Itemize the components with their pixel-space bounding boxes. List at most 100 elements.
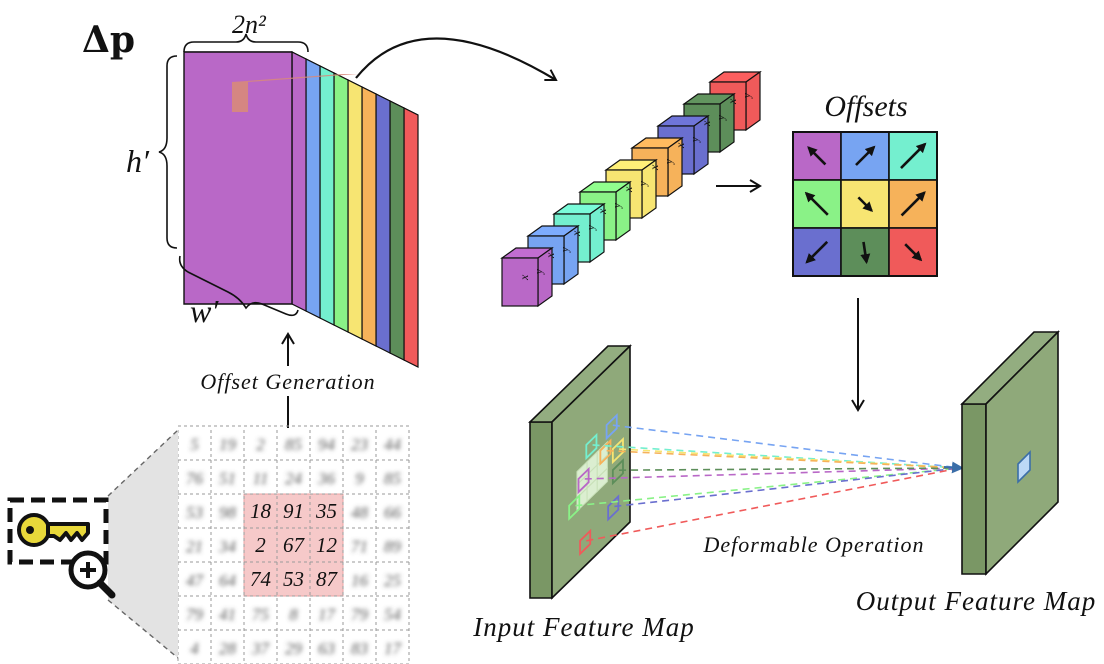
strip-x-label: x [569,230,583,237]
blurred-number: 89 [384,537,402,556]
tensor-slice-side [389,100,405,361]
blurred-number: 41 [219,605,236,624]
tensor-front-face [183,51,293,305]
channels-brace [183,33,309,53]
tensor-selected-cell [232,82,248,112]
deformable-operation-label: Deformable Operation [702,532,924,557]
blurred-number: 53 [186,503,203,522]
sampling-line [575,467,961,507]
offsets-grid [792,131,938,277]
blurred-number: 48 [351,503,369,522]
tensor-slice-side [347,79,363,340]
strip-x-label: x [621,186,635,193]
blurred-number: 8 [289,605,298,624]
highlighted-number: 87 [316,567,339,591]
sampling-line [606,449,961,469]
blurred-number: 66 [384,503,402,522]
strip-y-label: y [715,115,727,121]
blurred-number: 19 [219,435,237,454]
blurred-number: 9 [355,469,364,488]
strip-y-label: y [559,247,571,253]
highlighted-number: 91 [283,499,304,523]
blurred-number: 71 [351,537,368,556]
sampling-line [592,444,961,469]
blurred-number: 75 [252,605,269,624]
reshape-arrow [355,37,558,82]
deformed-sample-cell [605,413,618,441]
blurred-number: 28 [219,639,237,658]
blurred-number: 85 [285,435,302,454]
strip-y-label: y [741,93,753,99]
highlighted-number: 35 [315,499,337,523]
sampling-lines [575,424,964,542]
strip-x-label: x [699,120,713,127]
input-feature-map [528,344,632,600]
height-label: h′ [126,143,150,179]
tensor-selected-column-top [232,74,358,82]
blurred-number: 21 [186,537,203,556]
arrow-down-icon [860,241,871,265]
arrow-up-right-icon [855,145,876,166]
blurred-number: 47 [186,571,205,590]
strip-cell-side [745,70,761,132]
blurred-number: 94 [318,435,336,454]
strip-x-label: x [595,208,609,215]
blurred-number: 79 [186,605,204,624]
output-feature-map [960,330,1060,576]
highlighted-number: 12 [316,533,338,557]
tensor-slice-side [403,107,419,368]
delta-p-label: Δp [82,19,135,61]
zoom-projection [108,430,178,658]
blurred-number: 76 [186,469,204,488]
strip-x-label: x [543,252,557,259]
sampling-line [619,448,961,469]
sampling-line [619,467,961,471]
tensor-slice-side [305,58,321,319]
blurred-number: 24 [285,469,303,488]
blurred-number: 25 [384,571,401,590]
blurred-number: 4 [190,639,199,658]
blurred-number: 17 [384,639,403,658]
blurred-number: 37 [251,639,271,658]
deformed-sample-cell [585,432,598,461]
strip-y-label: y [585,225,597,231]
offset-generation-label: Offset Generation [200,369,375,394]
arrow-up-left-icon [807,146,827,166]
strip-y-label: y [533,269,545,275]
tensor-slice-side [319,65,335,326]
input-feature-map-label: Input Feature Map [472,612,694,642]
strip-y-label: y [611,203,623,209]
blurred-number: 44 [384,435,402,454]
width-label: w′ [190,293,219,329]
strip-y-label: y [689,137,701,143]
key-zoom-icon [7,497,116,599]
deformed-sample-cell [611,436,624,465]
blurred-number: 54 [384,605,402,624]
strip-x-label: x [517,274,531,281]
arrow-up-left-icon [804,191,829,216]
arrow-up-right-icon [900,191,926,217]
regular-grid-cell [596,467,608,493]
blurred-number: 64 [219,571,237,590]
highlighted-number: 18 [250,499,272,523]
blurred-number: 85 [384,469,401,488]
blurred-number: 23 [351,435,368,454]
strip-x-label: x [725,98,739,105]
sampling-line [612,424,961,469]
highlighted-number: 67 [283,533,306,557]
strip-cell-front [501,257,539,307]
tensor-slice-side [375,93,391,354]
blurred-number: 11 [253,469,269,488]
output-cell [1017,450,1031,484]
strip-x-label: x [647,164,661,171]
delta-p-tensor [183,51,419,368]
arrow-down-right-icon [904,243,923,262]
zoom-in-icon [68,550,116,599]
operation-arrowhead [943,461,964,474]
strip-y-label: y [663,159,675,165]
blurred-number: 98 [219,503,237,522]
blurred-number: 36 [317,469,336,488]
blurred-number: 51 [219,469,236,488]
